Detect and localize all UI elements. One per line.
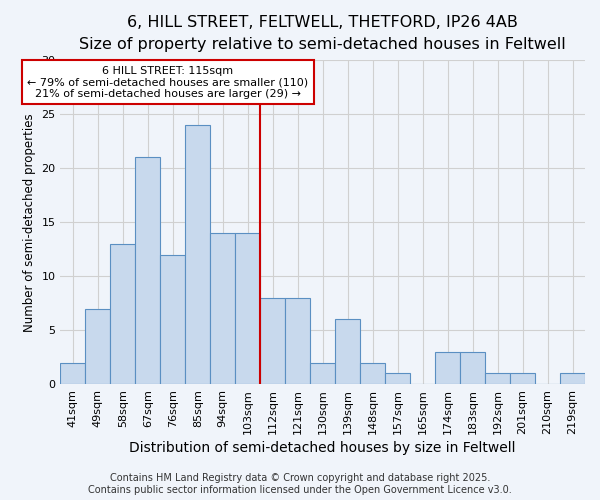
Bar xyxy=(485,374,510,384)
Bar xyxy=(110,244,135,384)
Text: Contains HM Land Registry data © Crown copyright and database right 2025.
Contai: Contains HM Land Registry data © Crown c… xyxy=(88,474,512,495)
Bar xyxy=(160,254,185,384)
Bar xyxy=(360,362,385,384)
Bar xyxy=(135,158,160,384)
Bar xyxy=(285,298,310,384)
Bar xyxy=(210,233,235,384)
Bar xyxy=(260,298,285,384)
Bar xyxy=(235,233,260,384)
Bar xyxy=(435,352,460,384)
Bar xyxy=(510,374,535,384)
Bar xyxy=(61,362,85,384)
Bar xyxy=(460,352,485,384)
Bar xyxy=(85,308,110,384)
Bar xyxy=(335,320,360,384)
X-axis label: Distribution of semi-detached houses by size in Feltwell: Distribution of semi-detached houses by … xyxy=(130,441,516,455)
Text: 6 HILL STREET: 115sqm
← 79% of semi-detached houses are smaller (110)
21% of sem: 6 HILL STREET: 115sqm ← 79% of semi-deta… xyxy=(27,66,308,99)
Y-axis label: Number of semi-detached properties: Number of semi-detached properties xyxy=(23,113,36,332)
Title: 6, HILL STREET, FELTWELL, THETFORD, IP26 4AB
Size of property relative to semi-d: 6, HILL STREET, FELTWELL, THETFORD, IP26… xyxy=(79,15,566,52)
Bar xyxy=(310,362,335,384)
Bar xyxy=(185,125,210,384)
Bar xyxy=(560,374,585,384)
Bar xyxy=(385,374,410,384)
